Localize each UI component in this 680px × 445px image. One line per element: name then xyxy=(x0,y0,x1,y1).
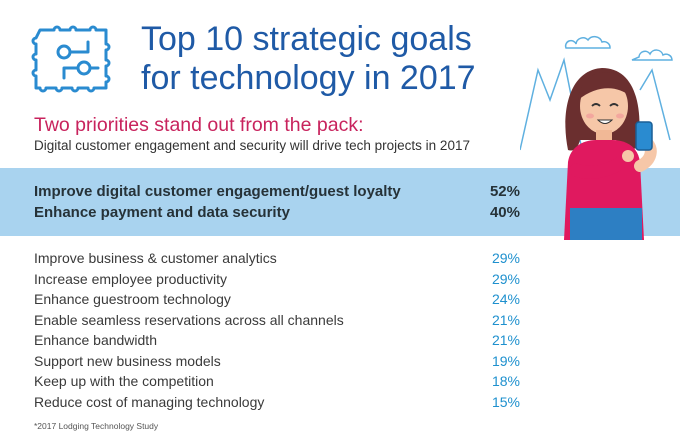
page-title: Top 10 strategic goals for technology in… xyxy=(141,20,501,98)
row-value: 21% xyxy=(491,311,520,328)
row-value: 29% xyxy=(491,270,520,287)
row-label: Improve digital customer engagement/gues… xyxy=(34,182,401,200)
row-label: Enhance bandwidth xyxy=(34,332,157,348)
row-value: 15% xyxy=(491,393,520,410)
row-value: 21% xyxy=(491,332,520,348)
table-row: Keep up with the competition 18% xyxy=(34,371,520,391)
table-row: Enhance bandwidth 21% xyxy=(34,330,520,350)
row-label: Enable seamless reservations across all … xyxy=(34,311,344,328)
row-value: 52% xyxy=(489,182,520,200)
phone-icon xyxy=(635,121,653,151)
table-row: Enable seamless reservations across all … xyxy=(34,310,520,330)
row-label: Enhance payment and data security xyxy=(34,203,290,221)
highlight-row: Improve digital customer engagement/gues… xyxy=(34,181,520,201)
subtitle: Two priorities stand out from the pack: xyxy=(34,114,364,136)
cloud-icon xyxy=(564,36,611,49)
title-line-1: Top 10 strategic goals xyxy=(141,20,472,58)
cloud-icon xyxy=(631,49,673,61)
title-line-2: for technology in 2017 xyxy=(141,59,476,97)
table-row: Reduce cost of managing technology 15% xyxy=(34,392,520,412)
row-value: 18% xyxy=(491,373,520,389)
row-value: 19% xyxy=(491,352,520,369)
table-row: Support new business models 19% xyxy=(34,351,520,371)
row-value: 40% xyxy=(489,203,520,221)
row-label: Support new business models xyxy=(34,352,221,369)
footnote: *2017 Lodging Technology Study xyxy=(34,421,159,431)
row-label: Keep up with the competition xyxy=(34,373,214,389)
table-row: Improve business & customer analytics 29… xyxy=(34,248,520,268)
row-value: 24% xyxy=(491,291,520,307)
row-label: Reduce cost of managing technology xyxy=(34,393,265,410)
circuit-chip-icon xyxy=(31,25,111,93)
subtitle-description: Digital customer engagement and security… xyxy=(34,138,470,153)
table-row: Increase employee productivity 29% xyxy=(34,269,520,289)
row-label: Increase employee productivity xyxy=(34,270,227,287)
highlight-row: Enhance payment and data security 40% xyxy=(34,202,520,222)
woman-with-phone-illustration xyxy=(520,36,673,240)
row-label: Enhance guestroom technology xyxy=(34,291,231,307)
mountain-icon xyxy=(520,57,583,151)
table-row: Enhance guestroom technology 24% xyxy=(34,289,520,309)
row-value: 29% xyxy=(491,250,520,266)
row-label: Improve business & customer analytics xyxy=(34,250,277,266)
